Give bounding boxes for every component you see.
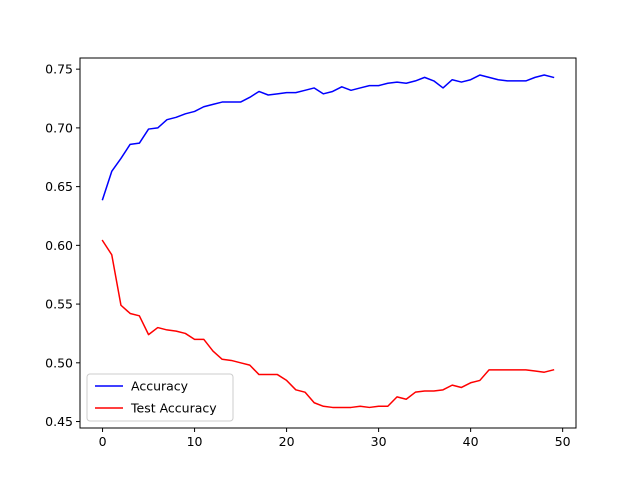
y-tick-label: 0.45 xyxy=(45,414,73,429)
y-tick-label: 0.70 xyxy=(45,120,73,135)
plot-frame xyxy=(79,57,577,429)
x-tick-label: 0 xyxy=(99,434,107,449)
series-line-accuracy xyxy=(101,74,555,201)
x-tick-label: 50 xyxy=(555,434,571,449)
legend-label-accuracy: Accuracy xyxy=(131,379,189,394)
x-axis: 0 10 20 30 40 50 xyxy=(99,428,571,449)
x-tick-label: 30 xyxy=(371,434,387,449)
series-line-test-accuracy xyxy=(101,239,555,409)
legend: Accuracy Test Accuracy xyxy=(86,373,234,422)
y-tick-label: 0.65 xyxy=(45,179,73,194)
y-tick-label: 0.75 xyxy=(45,62,73,77)
legend-box xyxy=(86,373,234,422)
y-axis: 0.45 0.50 0.55 0.60 0.65 0.70 0.75 xyxy=(45,62,80,429)
series-lines xyxy=(101,74,555,409)
legend-label-test-accuracy: Test Accuracy xyxy=(130,401,217,416)
y-tick-label: 0.55 xyxy=(45,297,73,312)
x-tick-label: 40 xyxy=(463,434,479,449)
x-tick-label: 20 xyxy=(279,434,295,449)
y-tick-label: 0.50 xyxy=(45,355,73,370)
x-tick-label: 10 xyxy=(187,434,203,449)
y-tick-label: 0.60 xyxy=(45,238,73,253)
